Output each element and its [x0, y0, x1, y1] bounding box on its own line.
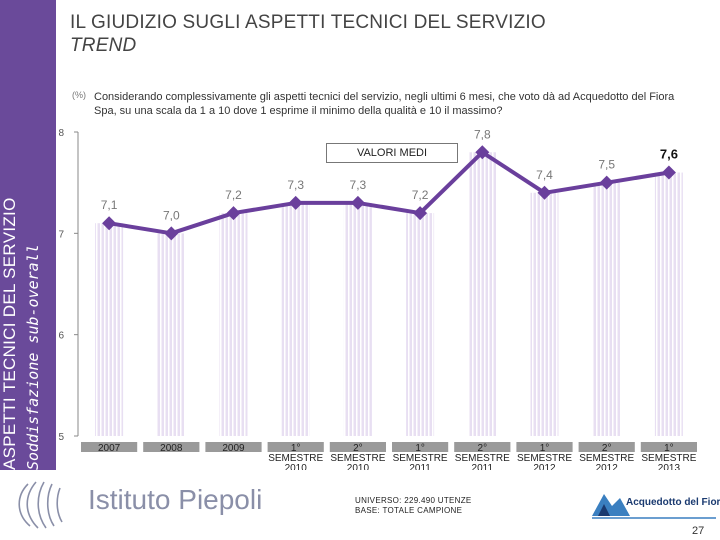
x-label-bg [516, 442, 573, 452]
data-label: 7,0 [163, 208, 180, 222]
x-tick-label: 2010 [285, 463, 308, 474]
x-tick-label: 2013 [658, 463, 681, 474]
data-point [661, 165, 676, 180]
y-tick-label: 5 [58, 432, 64, 443]
x-label-bg [392, 442, 449, 452]
bar [281, 202, 310, 436]
data-point [164, 226, 179, 241]
x-tick-label: 2011 [472, 463, 494, 474]
x-label-bg [267, 442, 324, 452]
data-point [288, 195, 303, 210]
x-tick-label: 1° [540, 443, 550, 454]
x-tick-label: SEMESTRE [393, 453, 448, 464]
x-tick-label: 2009 [222, 443, 245, 454]
page-title-line2: TREND [70, 35, 137, 56]
x-tick-label: 1° [415, 443, 425, 454]
side-banner [0, 0, 56, 470]
sample-base: BASE: TOTALE CAMPIONE [355, 506, 463, 515]
bar [468, 152, 497, 436]
data-label: 7,3 [287, 178, 304, 192]
data-label: 7,1 [101, 198, 118, 212]
x-tick-label: 2007 [98, 443, 121, 454]
x-tick-label: SEMESTRE [268, 453, 323, 464]
x-tick-label: SEMESTRE [330, 453, 385, 464]
data-point [599, 175, 614, 190]
acquedotto-logo-icon [592, 494, 716, 519]
x-tick-label: SEMESTRE [579, 453, 634, 464]
bar [406, 213, 435, 436]
y-tick-label: 7 [58, 229, 64, 240]
data-label: 7,2 [412, 188, 429, 202]
series-line [108, 150, 670, 236]
data-label: 7,3 [350, 178, 367, 192]
x-tick-label: SEMESTRE [455, 453, 510, 464]
data-label: 7,2 [225, 188, 242, 202]
data-point [413, 206, 428, 221]
bar [343, 202, 372, 436]
sample-universe: UNIVERSO: 229.490 UTENZE [355, 496, 472, 505]
x-tick-label: 2° [353, 443, 363, 454]
question-text: Considerando complessivamente gli aspett… [94, 91, 675, 117]
x-tick-label: SEMESTRE [641, 453, 696, 464]
page-title: IL GIUDIZIO SUGLI ASPETTI TECNICI DEL SE… [70, 12, 546, 57]
bar [219, 213, 248, 436]
x-tick-label: 1° [291, 443, 301, 454]
question-icon: (%) [72, 90, 86, 100]
y-tick-label: 6 [58, 331, 64, 342]
x-label-bg [143, 442, 200, 452]
piepoli-logo-text: Istituto Piepoli [88, 484, 263, 515]
x-label-bg [578, 442, 635, 452]
data-label: 7,6 [660, 147, 678, 162]
bar [157, 233, 186, 436]
data-label: 7,4 [536, 168, 553, 182]
bar [530, 192, 559, 436]
data-label: 7,8 [474, 127, 491, 141]
x-tick-label: 2° [478, 443, 488, 454]
x-tick-label: 2010 [347, 463, 370, 474]
x-label-bg [205, 442, 262, 452]
page-number: 27 [692, 525, 705, 537]
data-point [102, 216, 117, 231]
x-tick-label: 2012 [533, 463, 556, 474]
data-point [475, 145, 490, 160]
data-label: 7,5 [598, 158, 615, 172]
sample-note: UNIVERSO: 229.490 UTENZE BASE: TOTALE CA… [355, 496, 472, 516]
bar [654, 172, 683, 437]
x-label-bg [640, 442, 697, 452]
bar [592, 182, 621, 436]
x-tick-label: 2012 [596, 463, 619, 474]
data-point [537, 185, 552, 200]
x-tick-label: 2011 [409, 463, 431, 474]
acquedotto-logo-text: Acquedotto del Fiora [626, 497, 720, 508]
x-tick-label: 1° [664, 443, 674, 454]
data-point [350, 195, 365, 210]
x-tick-label: 2° [602, 443, 612, 454]
x-label-bg [81, 442, 138, 452]
piepoli-logo-icon [18, 481, 63, 529]
x-tick-label: 2008 [160, 443, 183, 454]
y-tick-label: 8 [58, 128, 64, 139]
chart-legend: VALORI MEDI [326, 143, 458, 163]
x-tick-label: SEMESTRE [517, 453, 572, 464]
data-point [226, 206, 241, 221]
x-label-bg [454, 442, 511, 452]
bar [95, 223, 124, 436]
page-title-line1: IL GIUDIZIO SUGLI ASPETTI TECNICI DEL SE… [70, 12, 546, 33]
x-label-bg [329, 442, 386, 452]
